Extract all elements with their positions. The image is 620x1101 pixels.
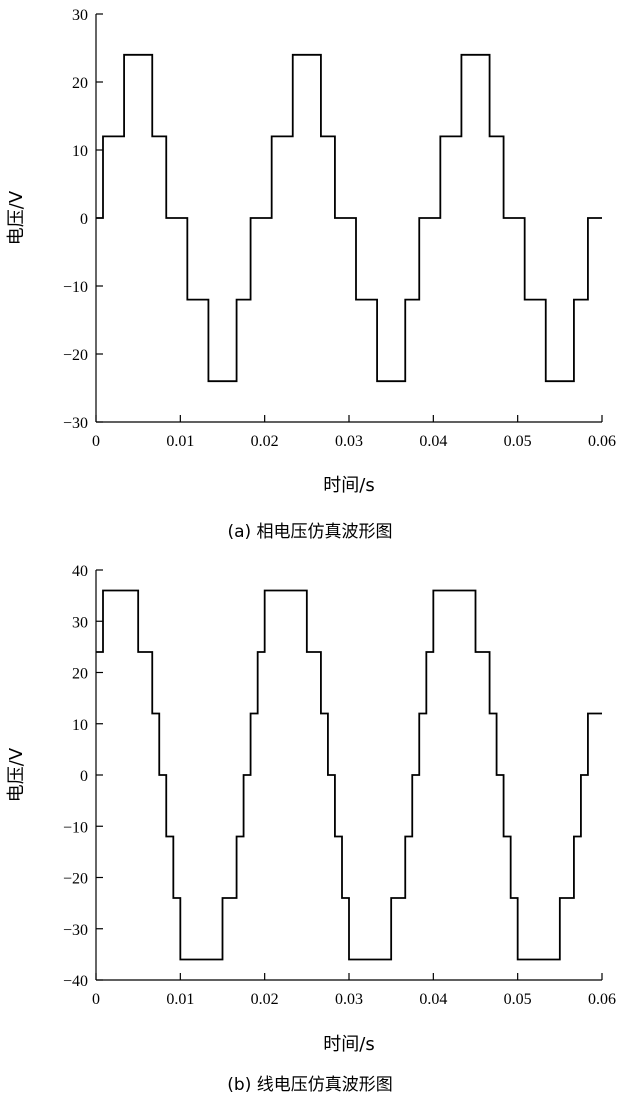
line-y-tick-label: −20 xyxy=(63,871,88,888)
line-x-tick-label: 0 xyxy=(92,991,100,1008)
phase-x-tick-label: 0.05 xyxy=(504,433,532,450)
line-x-tick-label: 0.06 xyxy=(588,991,616,1008)
phase-caption: (a) 相电压仿真波形图 xyxy=(227,522,392,542)
phase-y-tick-label: −30 xyxy=(63,415,88,432)
phase-y-tick-label: 0 xyxy=(80,211,88,228)
phase-x-tick-label: 0.04 xyxy=(419,433,447,450)
line-y-tick-label: 10 xyxy=(72,717,88,734)
phase-x-tick-label: 0 xyxy=(92,433,100,450)
phase-y-tick-label: 10 xyxy=(72,143,88,160)
line-y-tick-label: 0 xyxy=(80,768,88,785)
line-y-tick-label: −10 xyxy=(63,819,88,836)
line-x-tick-label: 0.04 xyxy=(419,991,447,1008)
line-voltage-chart: −40 −30 −20 −10 0 10 20 30 40 0 0.01 0.02 0.03 0.04 0.… xyxy=(6,563,616,1095)
line-y-tick-label: −40 xyxy=(63,973,88,990)
line-x-tick-label: 0.05 xyxy=(504,991,532,1008)
phase-x-tick-label: 0.02 xyxy=(251,433,279,450)
line-x-axis-label: 时间/s xyxy=(323,1034,374,1055)
line-y-axis-label: 电压/V xyxy=(6,747,27,802)
phase-y-tick-label: −10 xyxy=(63,279,88,296)
line-x-tick-label: 0.01 xyxy=(166,991,194,1008)
phase-voltage-chart: −30 −20 −10 0 10 20 30 0 0.01 0.02 0.03 0.04 0.05 0.0… xyxy=(6,7,616,542)
phase-y-tick-label: −20 xyxy=(63,347,88,364)
phase-voltage-trace xyxy=(96,53,602,383)
phase-y-tick-label: 20 xyxy=(72,75,88,92)
line-y-tick-label: 20 xyxy=(72,666,88,683)
line-x-tick-label: 0.02 xyxy=(251,991,279,1008)
phase-x-tick-label: 0.03 xyxy=(335,433,363,450)
phase-x-axis-label: 时间/s xyxy=(323,475,374,496)
line-x-tick-label: 0.03 xyxy=(335,991,363,1008)
line-y-tick-label: 40 xyxy=(72,563,88,580)
phase-y-tick-label: 30 xyxy=(72,7,88,24)
phase-y-axis-label: 电压/V xyxy=(6,190,27,245)
line-caption: (b) 线电压仿真波形图 xyxy=(227,1075,392,1095)
line-y-tick-label: 30 xyxy=(72,614,88,631)
phase-x-tick-label: 0.01 xyxy=(166,433,194,450)
line-y-tick-label: −30 xyxy=(63,922,88,939)
phase-x-tick-label: 0.06 xyxy=(588,433,616,450)
line-voltage-trace xyxy=(96,589,602,961)
